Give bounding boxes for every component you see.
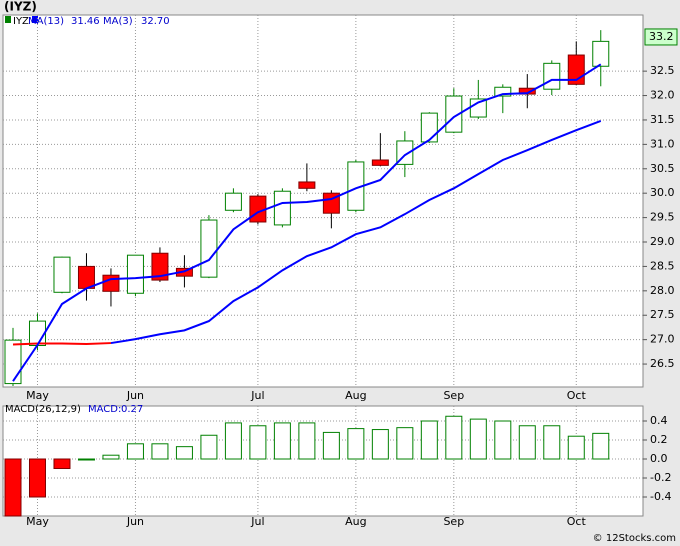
candle-body	[445, 95, 463, 133]
macd-bar	[224, 422, 242, 460]
y-tick-label: 0.4	[650, 414, 668, 427]
y-tick-label: 28.5	[650, 259, 675, 272]
candle-body	[28, 320, 46, 347]
macd-bar	[53, 458, 71, 470]
macd-bar	[200, 434, 218, 460]
x-tick-label: Oct	[567, 389, 587, 402]
x-tick-label: May	[26, 389, 49, 402]
x-tick-label: Jul	[250, 515, 264, 528]
candle-body	[77, 265, 95, 289]
ma-line	[12, 63, 602, 382]
macd-bar	[494, 420, 512, 460]
legend-swatch	[32, 16, 38, 23]
legend-ma3: MA(3)	[103, 16, 133, 27]
candle-body	[126, 254, 144, 294]
y-tick-label: 27.0	[650, 333, 675, 346]
y-tick-label: -0.2	[650, 471, 671, 484]
candle-body	[494, 86, 512, 97]
y-tick-label: 31.0	[650, 137, 675, 150]
macd-bar	[126, 443, 144, 460]
macd-bar	[4, 458, 22, 517]
x-tick-label: Jun	[126, 389, 144, 402]
candle-body	[224, 192, 242, 211]
y-tick-label: 29.5	[650, 211, 675, 224]
legend-ma13-value: 31.46	[71, 16, 100, 27]
x-tick-label: Sep	[443, 515, 464, 528]
macd-bar	[543, 425, 561, 460]
y-tick-label: 31.5	[650, 113, 675, 126]
macd-bar	[347, 428, 365, 460]
y-tick-label: 0.0	[650, 452, 668, 465]
candle-body	[420, 112, 438, 143]
legend-ma13: MA(13)	[28, 16, 64, 27]
candle-body	[151, 252, 169, 281]
y-tick-label: 30.0	[650, 186, 675, 199]
macd-bar	[518, 425, 536, 460]
x-tick-label: Aug	[345, 515, 366, 528]
macd-bar	[420, 420, 438, 460]
y-tick-label: 29.0	[650, 235, 675, 248]
chart-title: (IYZ)	[4, 0, 37, 14]
macd-bar	[592, 432, 610, 460]
legend-symbol: IYZ	[13, 16, 29, 27]
candle-body	[592, 40, 610, 67]
last-price-box	[644, 28, 678, 46]
macd-bar	[249, 425, 267, 460]
y-tick-label: 30.5	[650, 162, 675, 175]
y-tick-label: 32.0	[650, 89, 675, 102]
macd-bar	[322, 431, 340, 460]
macd-bar	[151, 443, 169, 460]
x-tick-label: Oct	[567, 515, 587, 528]
macd-bar	[28, 458, 46, 498]
y-tick-label: -0.4	[650, 490, 671, 503]
x-tick-label: Sep	[443, 389, 464, 402]
x-tick-label: Jul	[250, 389, 264, 402]
candle-body	[298, 181, 316, 189]
x-tick-label: May	[26, 515, 49, 528]
macd-bar	[77, 458, 95, 461]
macd-bar	[298, 422, 316, 460]
macd-bar	[371, 429, 389, 460]
macd-bar	[445, 415, 463, 460]
macd-bar	[102, 454, 120, 460]
macd-bar	[396, 427, 414, 460]
candle-body	[543, 62, 561, 90]
macd-bar	[273, 422, 291, 460]
macd-bar	[175, 446, 193, 460]
y-tick-label: 26.5	[650, 357, 675, 370]
y-tick-label: 28.0	[650, 284, 675, 297]
macd-label: MACD(26,12,9)	[5, 404, 81, 415]
ma-line	[12, 342, 111, 346]
candle-body	[53, 256, 71, 293]
x-tick-label: Jun	[126, 515, 144, 528]
candle-body	[102, 274, 120, 292]
y-tick-label: 0.2	[650, 433, 668, 446]
ma-line	[110, 120, 602, 345]
macd-bar	[469, 418, 487, 460]
legend-ma3-value: 32.70	[141, 16, 170, 27]
candle-body	[273, 190, 291, 226]
candle-body	[4, 339, 22, 385]
y-tick-label: 32.5	[650, 64, 675, 77]
macd-last: 0.27	[121, 404, 143, 415]
macd-panel	[2, 405, 644, 517]
macd-bar	[567, 435, 585, 460]
last-price-label: 33.2	[649, 30, 674, 43]
x-tick-label: Aug	[345, 389, 366, 402]
footer: © 12Stocks.com	[593, 533, 676, 544]
candle-body	[371, 159, 389, 166]
y-tick-label: 27.5	[650, 308, 675, 321]
candle-body	[200, 219, 218, 278]
macd-name: MACD:	[88, 404, 121, 415]
legend-swatch	[5, 16, 11, 23]
